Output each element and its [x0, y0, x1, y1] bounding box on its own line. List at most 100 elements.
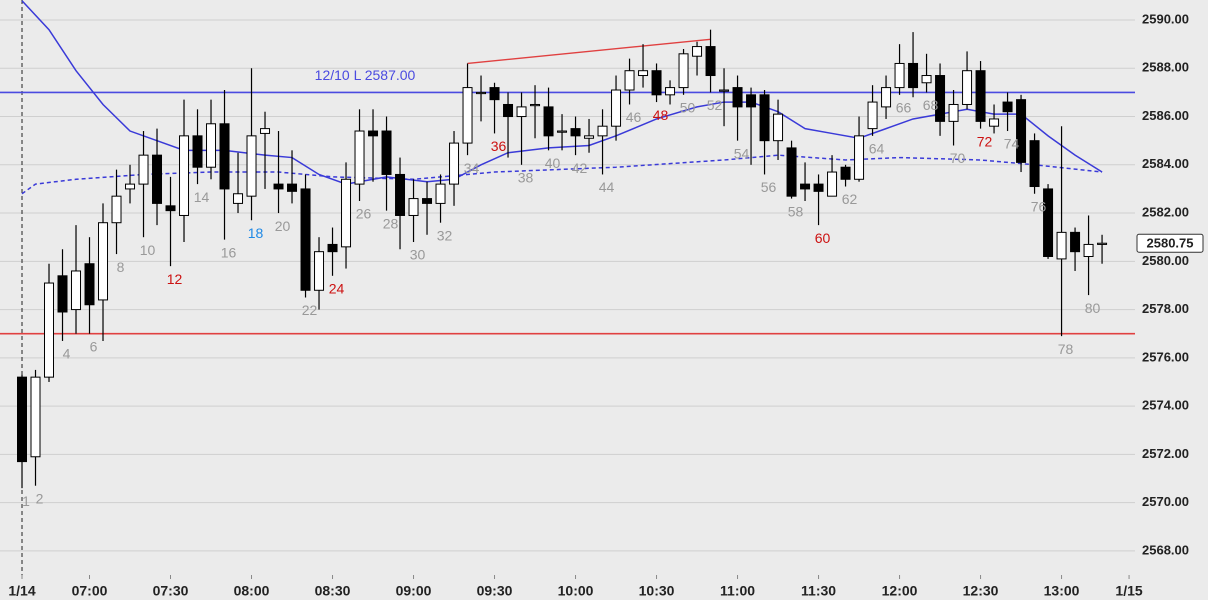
candle-body [98, 222, 109, 301]
y-tick-label: 2584.00 [1142, 156, 1189, 171]
candle-body [705, 46, 716, 77]
bar-count-label: 36 [491, 138, 507, 154]
x-tick-label: 10:30 [639, 583, 675, 599]
bar-count-label: 74 [1004, 136, 1020, 152]
candle-body [287, 183, 298, 192]
candle-body [233, 193, 244, 204]
bar-count-label: 60 [815, 230, 831, 246]
candle-body [57, 275, 68, 313]
candle-body [611, 89, 622, 127]
candle-body [786, 147, 797, 197]
candle-body [881, 87, 892, 108]
candle-body [462, 87, 473, 144]
x-tick-label: 07:30 [153, 583, 189, 599]
indicator-line [21, 154, 1103, 195]
bar-count-label: 6 [90, 338, 98, 354]
candle-body [138, 154, 149, 185]
bar-count-label: 34 [464, 160, 480, 176]
candle-body [854, 135, 865, 180]
candle-body [246, 135, 257, 197]
y-tick-label: 2576.00 [1142, 349, 1189, 364]
candle-body [948, 103, 959, 122]
y-tick-label: 2588.00 [1142, 60, 1189, 75]
candle-body [476, 91, 487, 95]
candle-body [557, 130, 568, 133]
candle-body [1097, 242, 1108, 245]
candle-body [584, 135, 595, 139]
candle-body [651, 70, 662, 96]
bar-count-label: 4 [63, 346, 71, 362]
bar-count-label: 32 [437, 227, 453, 243]
x-tick-label: 12:00 [882, 583, 918, 599]
candle-body [341, 178, 352, 248]
candle-body [962, 70, 973, 105]
bar-count-label: 20 [275, 218, 291, 234]
bar-count-label: 42 [572, 160, 588, 176]
candle-body [1043, 188, 1054, 257]
candle-body [1016, 99, 1027, 163]
bar-count-label: 78 [1058, 341, 1074, 357]
y-tick-label: 2574.00 [1142, 398, 1189, 413]
bar-count-label: 28 [383, 215, 399, 231]
candle-body [206, 123, 217, 168]
candle-body [314, 251, 325, 291]
candle-body [570, 128, 581, 137]
bar-count-label: 40 [545, 155, 561, 171]
y-tick-label: 2580.00 [1142, 253, 1189, 268]
candle-body [1083, 243, 1094, 257]
bar-count-label: 56 [761, 179, 777, 195]
x-tick-label: 12:30 [963, 583, 999, 599]
candle-body [746, 94, 757, 108]
bar-count-label: 1 [22, 493, 30, 509]
candle-body [1056, 231, 1067, 260]
candle-body [44, 282, 55, 378]
bar-count-label: 18 [248, 225, 264, 241]
candle-body [759, 94, 770, 142]
candle-body [192, 135, 203, 168]
candle-body [273, 183, 284, 190]
bar-count-label: 50 [680, 100, 696, 116]
candle-body [165, 205, 176, 212]
candle-body [422, 198, 433, 204]
candle-body [543, 106, 554, 137]
candle-body [773, 113, 784, 142]
bar-count-label: 54 [734, 145, 750, 161]
x-tick-label: 09:30 [477, 583, 513, 599]
candle-body [908, 62, 919, 89]
candle-body [921, 75, 932, 84]
candle-body [975, 70, 986, 122]
last-price-box [1136, 233, 1204, 253]
x-tick-label: 1/15 [1115, 583, 1142, 599]
candle-body [692, 46, 703, 57]
candle-body [30, 376, 41, 458]
bar-count-label: 62 [842, 191, 858, 207]
bar-count-label: 48 [653, 107, 669, 123]
candle-body [395, 173, 406, 216]
bar-count-label: 26 [356, 206, 372, 222]
bar-count-label: 44 [599, 179, 615, 195]
x-tick-label: 07:00 [72, 583, 108, 599]
bar-count-label: 8 [117, 259, 125, 275]
candle-body [179, 135, 190, 216]
candle-body [17, 376, 28, 463]
y-tick-label: 2568.00 [1142, 542, 1189, 557]
candle-body [489, 87, 500, 101]
candle-body [678, 53, 689, 89]
candle-body [624, 70, 635, 91]
candle-body [1002, 101, 1013, 113]
bar-count-label: 58 [788, 203, 804, 219]
candle-body [435, 183, 446, 204]
bar-count-label: 46 [626, 109, 642, 125]
candle-body [989, 118, 1000, 127]
candle-body [597, 125, 608, 137]
candle-body [1070, 231, 1081, 253]
y-tick-label: 2572.00 [1142, 446, 1189, 461]
candle-body [840, 166, 851, 180]
candle-body [719, 89, 730, 92]
bar-count-label: 22 [302, 302, 318, 318]
candle-body [260, 128, 271, 134]
y-tick-label: 2590.00 [1142, 11, 1189, 26]
candle-body [827, 171, 838, 197]
bar-count-label: 52 [707, 97, 723, 113]
